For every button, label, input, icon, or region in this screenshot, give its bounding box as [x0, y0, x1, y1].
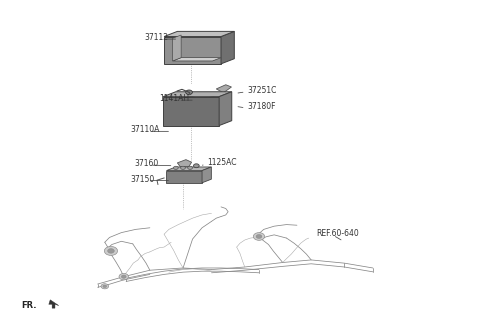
Text: 37180F: 37180F — [248, 102, 276, 111]
Circle shape — [101, 284, 108, 289]
Text: 37150: 37150 — [131, 175, 155, 184]
Circle shape — [188, 166, 192, 169]
Text: 1141AH: 1141AH — [159, 94, 190, 103]
Polygon shape — [194, 98, 215, 102]
Circle shape — [121, 275, 126, 278]
Polygon shape — [221, 31, 234, 64]
Polygon shape — [49, 300, 59, 308]
Polygon shape — [173, 58, 221, 61]
Text: FR.: FR. — [21, 301, 36, 310]
Circle shape — [193, 164, 199, 168]
Circle shape — [180, 166, 185, 169]
Circle shape — [108, 249, 114, 253]
Polygon shape — [164, 31, 234, 37]
Text: 37112: 37112 — [144, 33, 168, 42]
Polygon shape — [164, 37, 221, 64]
Polygon shape — [163, 97, 219, 126]
Polygon shape — [163, 92, 232, 97]
Text: 1125AC: 1125AC — [207, 158, 236, 167]
Circle shape — [253, 232, 264, 240]
Text: REF.60-640: REF.60-640 — [316, 229, 359, 238]
Polygon shape — [173, 35, 181, 61]
Polygon shape — [219, 92, 232, 126]
Polygon shape — [167, 167, 211, 171]
Polygon shape — [167, 171, 202, 183]
Circle shape — [256, 234, 262, 238]
Circle shape — [104, 247, 118, 255]
Text: 37251C: 37251C — [248, 86, 277, 95]
Polygon shape — [216, 85, 231, 93]
Text: 37110A: 37110A — [131, 125, 160, 134]
Polygon shape — [210, 95, 219, 100]
Circle shape — [103, 285, 107, 287]
Polygon shape — [202, 167, 211, 183]
Polygon shape — [178, 160, 192, 167]
Text: 37160: 37160 — [135, 159, 159, 168]
Circle shape — [187, 97, 196, 103]
Circle shape — [119, 273, 129, 280]
Circle shape — [186, 90, 192, 95]
Circle shape — [173, 166, 178, 169]
